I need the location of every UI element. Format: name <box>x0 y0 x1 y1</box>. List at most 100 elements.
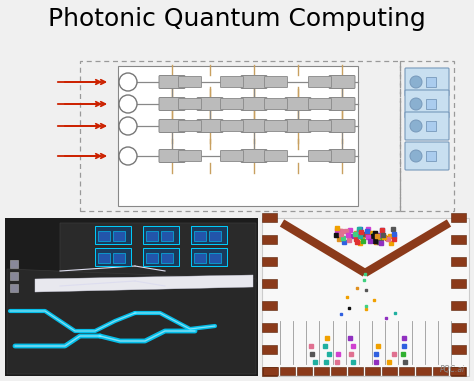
Bar <box>98 253 110 263</box>
Bar <box>331 367 346 375</box>
FancyBboxPatch shape <box>159 120 185 133</box>
FancyBboxPatch shape <box>329 149 355 163</box>
Bar <box>95 248 131 266</box>
FancyBboxPatch shape <box>285 98 311 110</box>
FancyBboxPatch shape <box>179 99 201 109</box>
Bar <box>191 226 227 244</box>
Bar <box>194 231 206 241</box>
FancyBboxPatch shape <box>309 99 331 109</box>
Circle shape <box>410 98 422 110</box>
Bar <box>280 367 295 375</box>
Bar <box>426 99 436 109</box>
FancyBboxPatch shape <box>309 150 331 162</box>
Bar <box>143 248 179 266</box>
FancyBboxPatch shape <box>452 322 466 331</box>
Bar <box>263 367 278 375</box>
Bar <box>209 253 221 263</box>
FancyBboxPatch shape <box>452 344 466 354</box>
FancyBboxPatch shape <box>197 120 223 133</box>
Text: PQC.ai: PQC.ai <box>440 365 465 374</box>
Circle shape <box>410 150 422 162</box>
Bar <box>426 77 436 87</box>
Circle shape <box>119 95 137 113</box>
Polygon shape <box>60 223 256 282</box>
Bar <box>10 272 18 280</box>
Bar <box>161 231 173 241</box>
FancyBboxPatch shape <box>309 120 331 131</box>
FancyBboxPatch shape <box>263 301 277 309</box>
Circle shape <box>119 73 137 91</box>
Polygon shape <box>7 269 256 374</box>
Bar <box>382 367 397 375</box>
Bar <box>348 367 363 375</box>
FancyBboxPatch shape <box>159 75 185 88</box>
Bar <box>209 231 221 241</box>
Bar <box>80 61 400 211</box>
Bar <box>5 218 258 376</box>
Bar <box>297 367 312 375</box>
FancyBboxPatch shape <box>405 112 449 140</box>
Bar <box>146 231 158 241</box>
FancyBboxPatch shape <box>285 120 311 133</box>
FancyBboxPatch shape <box>452 234 466 243</box>
FancyBboxPatch shape <box>263 367 277 376</box>
FancyBboxPatch shape <box>264 120 288 131</box>
Bar <box>400 61 454 211</box>
Bar <box>113 231 125 241</box>
FancyBboxPatch shape <box>329 98 355 110</box>
FancyBboxPatch shape <box>220 77 244 88</box>
Bar <box>416 367 431 375</box>
FancyBboxPatch shape <box>405 68 449 96</box>
Circle shape <box>410 120 422 132</box>
FancyBboxPatch shape <box>179 150 201 162</box>
FancyBboxPatch shape <box>309 77 331 88</box>
FancyBboxPatch shape <box>179 77 201 88</box>
FancyBboxPatch shape <box>405 142 449 170</box>
FancyBboxPatch shape <box>241 98 267 110</box>
Bar <box>365 367 380 375</box>
FancyBboxPatch shape <box>159 149 185 163</box>
FancyBboxPatch shape <box>452 301 466 309</box>
FancyBboxPatch shape <box>329 75 355 88</box>
FancyBboxPatch shape <box>452 213 466 221</box>
Bar <box>399 367 414 375</box>
FancyBboxPatch shape <box>263 234 277 243</box>
FancyBboxPatch shape <box>263 256 277 266</box>
FancyBboxPatch shape <box>405 90 449 118</box>
Bar <box>10 284 18 292</box>
FancyBboxPatch shape <box>452 367 466 376</box>
FancyBboxPatch shape <box>241 149 267 163</box>
FancyBboxPatch shape <box>220 120 244 131</box>
FancyBboxPatch shape <box>241 75 267 88</box>
Bar <box>146 253 158 263</box>
Bar <box>433 367 448 375</box>
Bar <box>426 151 436 161</box>
FancyBboxPatch shape <box>452 279 466 288</box>
Bar <box>161 253 173 263</box>
Bar <box>95 226 131 244</box>
Bar <box>262 218 469 376</box>
FancyBboxPatch shape <box>264 150 288 162</box>
Bar <box>118 66 358 206</box>
FancyBboxPatch shape <box>263 344 277 354</box>
FancyBboxPatch shape <box>264 77 288 88</box>
Bar <box>10 260 18 268</box>
Bar <box>194 253 206 263</box>
FancyBboxPatch shape <box>264 99 288 109</box>
Circle shape <box>410 76 422 88</box>
FancyBboxPatch shape <box>263 322 277 331</box>
FancyBboxPatch shape <box>220 99 244 109</box>
FancyBboxPatch shape <box>263 213 277 221</box>
FancyBboxPatch shape <box>197 98 223 110</box>
FancyBboxPatch shape <box>241 120 267 133</box>
Circle shape <box>119 117 137 135</box>
Polygon shape <box>35 275 253 292</box>
Bar <box>426 121 436 131</box>
FancyBboxPatch shape <box>220 150 244 162</box>
Bar <box>143 226 179 244</box>
Bar <box>450 367 465 375</box>
Bar <box>314 367 329 375</box>
Bar <box>98 231 110 241</box>
FancyBboxPatch shape <box>263 279 277 288</box>
Text: Photonic Quantum Computing: Photonic Quantum Computing <box>48 7 426 31</box>
